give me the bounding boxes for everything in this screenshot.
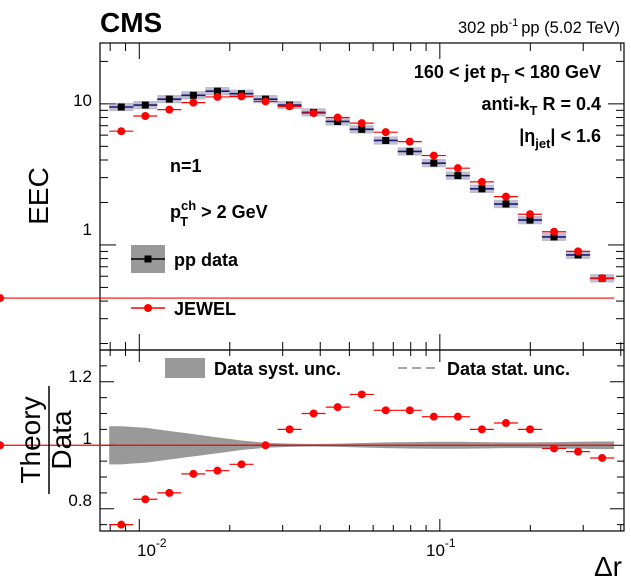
ratio-point [477, 425, 486, 434]
jewel-point [405, 137, 414, 146]
tick-label-y-1: 1 [83, 220, 92, 239]
jewel-point [453, 164, 462, 173]
jewel-point [429, 151, 438, 160]
pp-data-point [478, 185, 486, 193]
legend-syst-label: Data syst. unc. [214, 359, 341, 379]
ratio-point [117, 520, 126, 529]
jewel-point [117, 127, 126, 136]
jewel-point [333, 113, 342, 122]
ratio-point [213, 466, 222, 475]
legend-pp-data: pp data [131, 245, 239, 273]
jewel-point [525, 210, 534, 219]
pp-data-point [430, 159, 438, 167]
tick-label-y-1: 1 [83, 429, 92, 448]
ratio-ylabel-denominator: Data [46, 410, 77, 470]
top-axis-ticks [100, 43, 624, 350]
jewel-point [285, 102, 294, 111]
jewel-point [0, 294, 4, 303]
jewel-point [501, 192, 510, 201]
legend-jewel: JEWEL [131, 299, 236, 319]
ratio-point [189, 469, 198, 478]
pp-data-point [406, 147, 414, 155]
ratio-point [453, 412, 462, 421]
ratio-panel: 1.2 1 0.8 10-2 10-1 Δr Theory Data Data … [0, 349, 625, 580]
jet-algorithm: anti-kT R = 0.4 [481, 94, 601, 118]
ratio-point [357, 390, 366, 399]
ratio-point [285, 425, 294, 434]
ratio-point [405, 406, 414, 415]
pp-data-point [550, 233, 558, 241]
x-axis-label: Δr [594, 551, 622, 580]
jewel-point [165, 105, 174, 114]
jewel-point [550, 227, 559, 236]
eec-top-panel: 10 1 EEC 160 < jet pT < 180 GeV anti-kT … [0, 42, 625, 351]
y-axis-label-eec: EEC [23, 167, 54, 225]
jewel-point [598, 274, 607, 283]
legend-jewel-label: JEWEL [174, 299, 236, 319]
luminosity-label: 302 pb-1 pp (5.02 TeV) [458, 17, 620, 37]
track-pt-cut: pch T > 2 GeV [170, 198, 268, 229]
ratio-ylabel-numerator: Theory [15, 396, 46, 483]
jewel-point [261, 97, 270, 106]
tick-label-x-1e-2: 10-2 [137, 536, 167, 560]
jewel-point [381, 128, 390, 137]
jewel-point [357, 119, 366, 128]
top-data-marks [0, 87, 615, 303]
eta-cut: |ηjet| < 1.6 [519, 126, 601, 151]
legend-jewel-marker [144, 304, 152, 312]
pp-data-point [189, 91, 197, 99]
legend-pp-data-label: pp data [174, 250, 239, 270]
ratio-point [429, 412, 438, 421]
pp-data-point [502, 200, 510, 208]
tick-label-y-1.2: 1.2 [68, 367, 92, 386]
ratio-point [141, 495, 150, 504]
jewel-point [189, 98, 198, 107]
experiment-label: CMS [100, 7, 162, 38]
legend-syst-band [165, 358, 205, 378]
tick-label-y-0.8: 0.8 [68, 491, 92, 510]
ratio-point [381, 406, 390, 415]
jewel-point [141, 112, 150, 121]
jewel-point [309, 109, 318, 118]
ratio-point [525, 425, 534, 434]
ratio-point [309, 409, 318, 418]
legend-pp-data-marker [144, 255, 152, 263]
ratio-data-marks [0, 390, 615, 529]
pp-data-point [382, 136, 390, 144]
jewel-point [213, 92, 222, 101]
pp-data-point [213, 87, 221, 95]
ratio-point [501, 419, 510, 428]
pp-data-point [526, 216, 534, 224]
legend-stat-label: Data stat. unc. [447, 359, 570, 379]
pp-data-point [141, 101, 149, 109]
pp-data-point [165, 95, 173, 103]
ratio-point [574, 447, 583, 456]
eec-order-label: n=1 [170, 156, 202, 176]
ratio-point [165, 488, 174, 497]
pp-data-point [358, 125, 366, 133]
tick-label-x-1e-1: 10-1 [426, 536, 456, 560]
pp-data-point [117, 103, 125, 111]
ratio-point [237, 460, 246, 469]
tick-label-y-10: 10 [73, 91, 92, 110]
ratio-point [0, 441, 4, 450]
ratio-point [333, 403, 342, 412]
jet-pt-range: 160 < jet pT < 180 GeV [414, 62, 601, 86]
ratio-plot-frame [99, 349, 625, 532]
pp-data-point [454, 172, 462, 180]
jewel-point [237, 92, 246, 101]
ratio-point [598, 453, 607, 462]
jewel-point [574, 247, 583, 256]
ratio-point [550, 444, 559, 453]
jewel-point [477, 177, 486, 186]
ratio-axis-ticks [100, 349, 624, 531]
